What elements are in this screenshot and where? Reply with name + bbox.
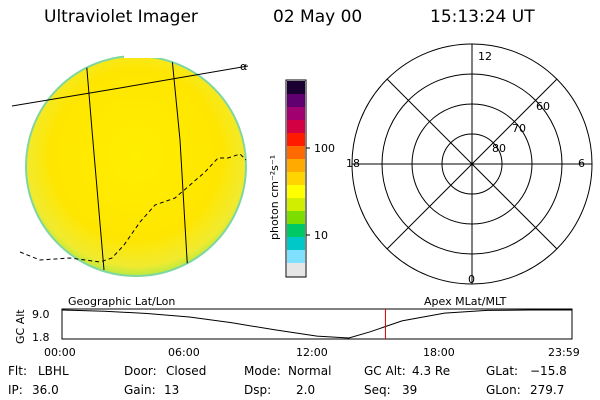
mlt-label-0: 0: [468, 273, 475, 286]
time-label: 15:13:24 UT: [430, 7, 535, 27]
geographic-label: Geographic Lat/Lon: [68, 295, 175, 308]
mode-label: Mode:: [244, 364, 281, 378]
door-value: Closed: [166, 364, 207, 378]
lat-label-70: 70: [512, 122, 526, 135]
polar-labels: 12 0 18 6 60 70 80: [346, 50, 585, 286]
mlt-label-18: 18: [346, 157, 360, 170]
color-bar-segment: [287, 133, 305, 147]
color-bar: 100 10 photon cm⁻²s⁻¹: [268, 79, 335, 278]
color-bar-segment: [287, 107, 305, 121]
ip-label: IP:: [8, 383, 23, 397]
uv-image-disk: α: [11, 52, 249, 277]
color-bar-segment: [287, 198, 305, 212]
altitude-chart: GC Alt 9.0 1.8 00:00 06:00 12:00 18:00 2…: [14, 308, 580, 359]
seq-value: 39: [402, 383, 418, 397]
color-bar-tick-label-100: 100: [314, 142, 335, 155]
glat-value: −15.8: [530, 364, 567, 378]
y-tick-label: 9.0: [32, 308, 50, 321]
color-bar-segment: [287, 263, 305, 277]
disk-fill: [26, 56, 246, 276]
apex-label: Apex MLat/MLT: [424, 295, 507, 308]
color-bar-segment: [287, 159, 305, 173]
latitude-line: [11, 65, 249, 107]
flt-label: Flt:: [8, 364, 27, 378]
lat-label-80: 80: [492, 142, 506, 155]
x-tick-label: 12:00: [296, 346, 328, 359]
mlt-label-12: 12: [478, 50, 492, 63]
x-tick-label: 00:00: [44, 346, 76, 359]
lat-label-60: 60: [536, 100, 550, 113]
color-bar-segment: [287, 172, 305, 186]
disk-top-gap: [124, 52, 172, 58]
polar-diagonal: [386, 78, 558, 250]
glon-label: GLon:: [486, 383, 521, 397]
color-bar-tick-label-10: 10: [314, 229, 328, 242]
corner-mark: α: [240, 60, 247, 73]
gcalt-value: 4.3 Re: [412, 364, 451, 378]
dsp-label: Dsp:: [244, 383, 272, 397]
gcalt-label: GC Alt:: [364, 364, 406, 378]
seq-label: Seq:: [364, 383, 391, 397]
instrument-title: Ultraviolet Imager: [44, 7, 198, 27]
color-bar-segment: [287, 237, 305, 251]
flt-value: LBHL: [38, 364, 69, 378]
gain-label: Gain:: [124, 383, 156, 397]
x-tick-label: 23:59: [548, 346, 580, 359]
door-label: Door:: [124, 364, 157, 378]
altitude-series-line: [61, 309, 572, 339]
altitude-axis-label: GC Alt: [14, 309, 27, 344]
y-tick-label: 1.8: [32, 331, 50, 344]
glon-value: 279.7: [530, 383, 565, 397]
meridian-line: [171, 57, 189, 276]
color-bar-segment: [287, 250, 305, 264]
color-bar-segment: [287, 146, 305, 160]
color-bar-segment: [287, 224, 305, 238]
color-bar-segment: [287, 81, 305, 95]
color-bar-unit-label: photon cm⁻²s⁻¹: [268, 155, 281, 240]
dsp-value: 2.0: [296, 383, 316, 397]
geo-grid-lines: [85, 57, 189, 276]
color-bar-segment: [287, 211, 305, 225]
x-tick-label: 06:00: [168, 346, 200, 359]
color-bar-segment: [287, 120, 305, 134]
color-bar-segment: [287, 185, 305, 199]
x-tick-label: 18:00: [423, 346, 455, 359]
meridian-line: [85, 57, 105, 271]
polar-plot: [351, 43, 593, 285]
mlt-label-6: 6: [578, 157, 585, 170]
mode-value: Normal: [288, 364, 332, 378]
terminator-line: [19, 153, 247, 263]
date-label: 02 May 00: [273, 7, 363, 27]
color-bar-frame: [285, 79, 307, 278]
ip-value: 36.0: [32, 383, 59, 397]
altitude-chart-frame: [61, 308, 573, 340]
color-bar-segment: [287, 94, 305, 108]
gain-value: 13: [164, 383, 180, 397]
glat-label: GLat:: [486, 364, 519, 378]
